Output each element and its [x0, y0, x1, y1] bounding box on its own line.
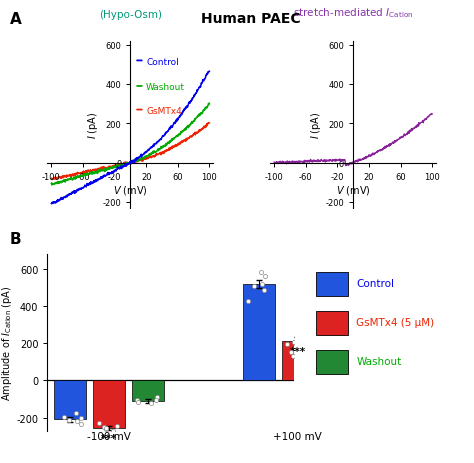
Point	[61, 413, 68, 420]
Point	[147, 400, 155, 407]
Point	[109, 427, 117, 435]
Text: A: A	[9, 12, 21, 26]
Y-axis label: $I$ (pA): $I$ (pA)	[309, 111, 323, 139]
Point	[257, 269, 265, 276]
Y-axis label: $I$ (pA): $I$ (pA)	[86, 111, 100, 139]
Point	[77, 414, 84, 421]
Point	[303, 335, 311, 343]
Point	[134, 396, 141, 404]
Text: Washout: Washout	[146, 83, 185, 92]
Point	[77, 420, 84, 428]
Text: +100 mV: +100 mV	[273, 432, 322, 442]
Point	[336, 325, 343, 332]
Bar	[316, 350, 348, 375]
Text: (Hypo-Osm): (Hypo-Osm)	[99, 10, 162, 20]
Text: B: B	[9, 232, 21, 246]
Point	[321, 329, 329, 337]
Point	[339, 322, 347, 329]
X-axis label: $V$ (mV): $V$ (mV)	[113, 184, 148, 197]
Text: ***: ***	[101, 433, 117, 444]
Y-axis label: Amplitude of $I_{\mathrm{Cation}}$ (pA): Amplitude of $I_{\mathrm{Cation}}$ (pA)	[0, 285, 14, 400]
Point	[153, 394, 161, 401]
Text: -100 mV: -100 mV	[87, 432, 131, 442]
Text: Control: Control	[356, 279, 394, 289]
Point	[73, 409, 80, 417]
Point	[113, 422, 121, 430]
Point	[100, 424, 108, 431]
Text: Washout: Washout	[356, 357, 401, 367]
Point	[152, 397, 160, 404]
Point	[323, 320, 330, 327]
Point	[65, 417, 73, 424]
Point	[102, 425, 110, 433]
Text: Human PAEC: Human PAEC	[201, 12, 301, 25]
Point	[283, 341, 290, 348]
Bar	[316, 272, 348, 297]
Point	[258, 281, 265, 288]
Point	[260, 287, 267, 294]
Bar	[320, 328, 352, 381]
Point	[290, 352, 297, 360]
Text: ***: ***	[289, 346, 305, 356]
Bar	[282, 341, 313, 381]
Bar	[316, 312, 348, 336]
Bar	[243, 284, 274, 381]
Point	[102, 425, 109, 432]
Point	[291, 338, 298, 346]
Point	[333, 310, 340, 318]
Bar	[132, 381, 164, 401]
Point	[73, 418, 81, 425]
Point	[261, 273, 269, 280]
Text: Control: Control	[146, 58, 179, 67]
Point	[338, 327, 346, 335]
Text: GsMTx4 (5 μM): GsMTx4 (5 μM)	[356, 318, 435, 328]
Point	[134, 398, 142, 406]
Point	[95, 419, 103, 427]
Point	[287, 349, 295, 356]
X-axis label: $V$ (mV): $V$ (mV)	[336, 184, 371, 197]
Bar	[93, 381, 125, 428]
Point	[245, 297, 252, 305]
Text: GsMTx4: GsMTx4	[146, 107, 182, 116]
Bar	[55, 381, 86, 419]
Text: stretch-mediated $I_{\mathrm{Cation}}$: stretch-mediated $I_{\mathrm{Cation}}$	[293, 6, 413, 20]
Point	[250, 282, 258, 290]
